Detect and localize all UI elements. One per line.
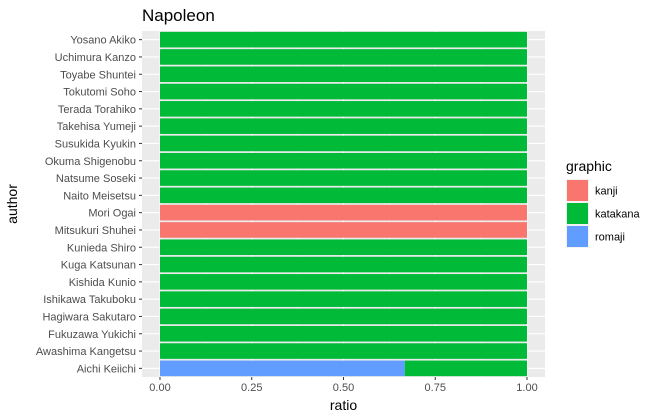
- x-axis-title: ratio: [330, 397, 357, 413]
- legend-swatch: [567, 203, 588, 224]
- bar-segment: [160, 66, 527, 83]
- bar-segment: [160, 170, 527, 186]
- y-tick-label: Takehisa Yumeji: [57, 121, 136, 133]
- y-tick-label: Aichi Keiichi: [77, 363, 136, 375]
- y-axis-title: author: [4, 184, 20, 224]
- legend: graphic kanji katakana romaji: [566, 158, 641, 248]
- y-tick-label: Kuga Katsunan: [61, 260, 136, 272]
- bar-segment: [160, 239, 527, 256]
- bar-segment: [160, 135, 527, 152]
- bar-segment: [160, 187, 527, 204]
- bar-segment: [160, 325, 527, 342]
- bars: [160, 31, 527, 377]
- y-tick-label: Yosano Akiko: [70, 35, 136, 47]
- y-tick-label: Terada Torahiko: [58, 104, 136, 116]
- y-tick-label: Mitsukuri Shuhei: [55, 225, 136, 237]
- bar-segment: [160, 152, 527, 169]
- legend-swatch: [567, 226, 588, 247]
- x-tick-label: 0.50: [333, 382, 354, 394]
- y-tick-label: Ishikawa Takuboku: [43, 294, 136, 306]
- y-tick-label: Fukuzawa Yukichi: [48, 329, 136, 341]
- x-tick-label: 0.75: [425, 382, 446, 394]
- bar-segment: [160, 49, 527, 65]
- bar-segment: [160, 291, 527, 307]
- bar-segment: [160, 83, 527, 100]
- y-tick-label: Susukida Kyukin: [55, 138, 136, 150]
- bar-segment: [160, 118, 527, 134]
- bar-segment: [160, 308, 527, 325]
- bar-segment: [160, 360, 405, 377]
- legend-label: katakana: [595, 209, 641, 221]
- x-axis: 0.00 0.25 0.50 0.75 1.00: [149, 377, 538, 394]
- y-tick-label: Okuma Shigenobu: [45, 156, 136, 168]
- y-tick-label: Awashima Kangetsu: [36, 346, 136, 358]
- bar-segment: [160, 343, 527, 359]
- y-tick-label: Tokutomi Soho: [63, 87, 136, 99]
- legend-swatch: [567, 180, 588, 201]
- chart-title: Napoleon: [142, 6, 215, 25]
- x-tick-label: 0.25: [241, 382, 262, 394]
- y-tick-label: Mori Ogai: [88, 208, 136, 220]
- bar-segment: [404, 360, 527, 377]
- legend-label: kanji: [595, 186, 618, 198]
- y-axis: Yosano Akiko Uchimura Kanzo Toyabe Shuntei…: [36, 35, 142, 375]
- y-tick-label: Naito Meisetsu: [63, 190, 136, 202]
- y-tick-label: Kunieda Shiro: [67, 242, 136, 254]
- legend-title: graphic: [566, 158, 612, 174]
- bar-segment: [160, 101, 527, 117]
- legend-label: romaji: [595, 232, 625, 244]
- x-tick-label: 1.00: [516, 382, 537, 394]
- y-tick-label: Hagiwara Sakutaro: [42, 311, 136, 323]
- bar-segment: [160, 31, 527, 48]
- y-tick-label: Natsume Soseki: [56, 173, 136, 185]
- y-tick-label: Uchimura Kanzo: [55, 52, 136, 64]
- bar-segment: [160, 222, 527, 238]
- x-tick-label: 0.00: [149, 382, 170, 394]
- bar-segment: [160, 274, 527, 290]
- y-tick-label: Toyabe Shuntei: [60, 69, 136, 81]
- bar-segment: [160, 204, 527, 221]
- y-tick-label: Kishida Kunio: [69, 277, 136, 289]
- bar-segment: [160, 256, 527, 273]
